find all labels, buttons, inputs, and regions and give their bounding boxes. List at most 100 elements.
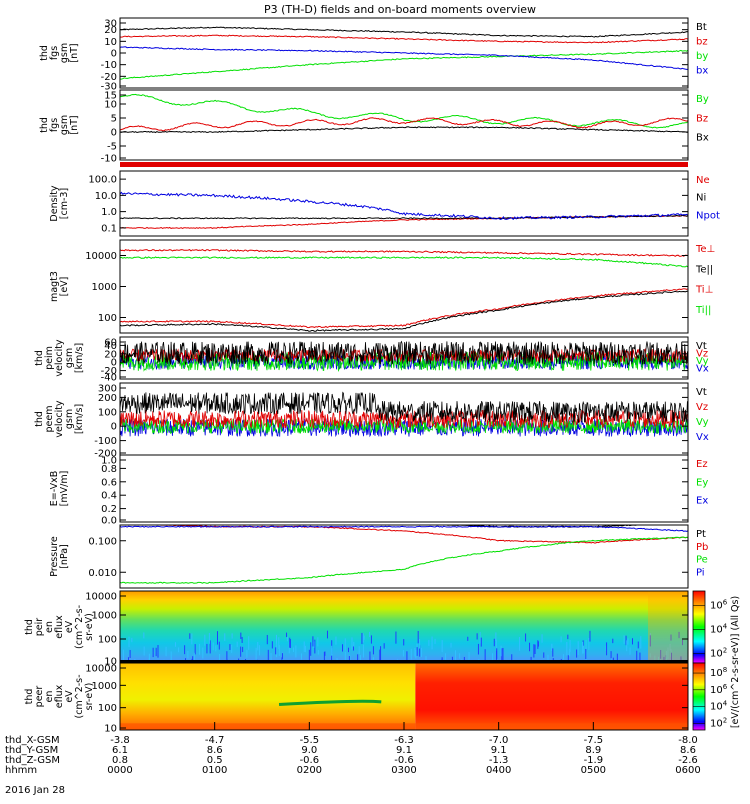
legend-entry: Vz [696, 349, 708, 360]
y-tick-label: 20 [104, 349, 117, 360]
y-tick-label: 100 [98, 635, 117, 646]
series-line-vt [119, 340, 689, 366]
x-axis-value: -1.3 [489, 755, 509, 766]
status-bar [120, 162, 688, 167]
series-line-npot [119, 191, 689, 221]
y-tick-label: 300 [98, 384, 117, 395]
y-tick-label: 200 [98, 393, 117, 404]
y-axis-label: thd [24, 619, 35, 635]
y-tick-label: 0.2 [101, 504, 117, 515]
y-axis-label: peim [44, 346, 55, 370]
series-line-pi [119, 525, 689, 532]
x-axis-value: -2.6 [678, 755, 698, 766]
panel-4: 10000 1000 100 magt3 [eV] Te⊥ Te|| Ti⊥ Ti|| [49, 239, 715, 334]
legend-entry: Pi [696, 567, 705, 578]
x-axis-value: 0400 [486, 765, 511, 776]
y-tick-label: -20 [101, 366, 117, 377]
y-axis-label: [nPa] [59, 544, 70, 569]
x-axis-row-label: thd_Y-GSM [5, 745, 58, 756]
y-tick-label: -200 [94, 449, 117, 460]
y-axis-label: peem [44, 406, 55, 433]
legend-entry: Ex [696, 496, 708, 507]
series-line-bx [119, 46, 688, 70]
panel-frame [119, 89, 689, 161]
y-tick-label: 0.6 [101, 477, 117, 488]
y-axis-label: fgs [49, 118, 60, 132]
legend-entry: Ti|| [695, 305, 711, 316]
y-axis-label: peer [34, 686, 45, 708]
colorbar-tick-label: 108 [710, 666, 727, 679]
x-axis-value: 8.6 [207, 745, 223, 756]
colorbar-tick-label: 102 [710, 716, 727, 729]
y-tick-label: 0.8 [101, 464, 117, 475]
y-tick-label: 100 [98, 407, 117, 418]
y-tick-label: 1000 [92, 681, 117, 692]
x-axis-value: 8.6 [680, 745, 696, 756]
legend-entry: Ne [696, 175, 710, 186]
y-tick-label: 60 [104, 338, 117, 349]
y-tick-label: -40 [101, 373, 117, 384]
x-axis-value: 6.1 [112, 745, 128, 756]
legend-entry: Vy [696, 417, 709, 428]
y-tick-label: 10 [104, 724, 117, 735]
legend-entry: Bz [696, 113, 708, 124]
series-line-vy [119, 417, 689, 435]
y-axis-label: E=-VxB [49, 471, 60, 506]
y-tick-label: 10 [104, 657, 117, 668]
legend-entry: Vx [696, 364, 709, 375]
series-line-ti [119, 249, 689, 257]
y-axis-label: gsm [64, 348, 75, 368]
y-tick-label: 10000 [85, 592, 117, 603]
y-tick-label: 15 [104, 91, 117, 102]
y-tick-label: 10 [104, 100, 117, 111]
series-line-vy [119, 351, 689, 372]
electron-spectrogram-late [415, 663, 688, 730]
legend-entry: By [696, 94, 709, 105]
x-axis-value: -5.5 [300, 735, 320, 746]
colorbar [692, 590, 706, 664]
panel-frame [119, 454, 689, 523]
y-axis-label: peir [34, 618, 45, 637]
y-axis-label: velocity [54, 339, 65, 377]
y-axis-label: (cm^2-s- [74, 605, 85, 649]
legend-entry: bz [696, 37, 708, 48]
series-line-by [120, 49, 689, 80]
y-axis-label: thd [24, 689, 35, 705]
y-axis-label: Pressure [49, 536, 60, 577]
legend-entry: Bt [696, 22, 707, 33]
y-axis-label: gsm [64, 409, 75, 429]
colorbar-tick-label: 104 [710, 700, 728, 713]
legend-entry: Te|| [695, 264, 713, 275]
y-tick-label: 20 [104, 25, 117, 36]
y-tick-label: -30 [101, 82, 117, 93]
y-axis-label: [nT] [69, 115, 80, 134]
x-axis-value: -0.6 [300, 755, 320, 766]
x-axis-value: 0300 [391, 765, 416, 776]
y-axis-label: Density [49, 185, 60, 221]
y-tick-label: 100 [98, 313, 117, 324]
y-tick-label: 0.100 [88, 536, 117, 547]
colorbar-tick-label: 102 [710, 646, 727, 659]
y-axis-label: thd [34, 350, 45, 366]
series-line-pb [120, 524, 689, 544]
x-axis-value: 8.9 [585, 745, 601, 756]
plot-title: P3 (TH-D) fields and on-board moments ov… [264, 3, 536, 16]
x-axis-value: 9.1 [491, 745, 507, 756]
panel-frame [119, 170, 689, 237]
colorbar-tick-label: 104 [710, 622, 728, 635]
colorbar-label: [eV/(cm^2-s-sr-eV)] (All Qs) [730, 596, 741, 728]
x-axis-value: -4.7 [205, 735, 225, 746]
y-axis-label: [km/s] [74, 404, 85, 434]
y-axis-label: [eV] [59, 277, 70, 297]
y-tick-label: 1000 [92, 282, 117, 293]
panel-9: 10000 1000 100 10 thd peir en eflux eV (cm^2-s-sr… [24, 590, 728, 668]
series-line-bx [119, 126, 689, 134]
x-axis-value: 0500 [581, 765, 606, 776]
colorbar [692, 662, 706, 731]
legend-entry: Pe [696, 555, 708, 566]
series-line-bz [119, 117, 689, 132]
